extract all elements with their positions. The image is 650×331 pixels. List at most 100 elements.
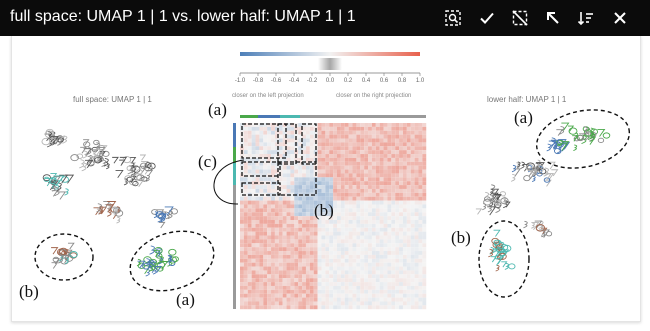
matrix-cell [259,165,264,170]
matrix-cell [240,204,244,209]
matrix-cell [251,220,256,224]
matrix-cell [391,200,396,205]
matrix-cell [333,227,337,232]
matrix-cell [422,150,427,155]
matrix-cell [402,270,407,275]
matrix-cell [337,258,341,263]
right-point-grey [523,175,531,182]
matrix-cell [395,231,400,236]
matrix-cell [399,123,403,127]
matrix-cell [271,177,275,182]
matrix-cell [274,165,279,170]
matrix-cell [251,289,256,294]
matrix-cell [278,297,283,302]
deselect-icon[interactable] [508,6,532,30]
check-icon[interactable] [475,6,499,30]
matrix-cell [356,293,361,298]
zoom-selection-icon[interactable] [441,6,465,30]
matrix-cell [271,142,275,147]
matrix-selection-c[interactable] [277,161,317,196]
matrix-cell [368,239,372,244]
matrix-cell [294,305,299,310]
matrix-cell [305,278,310,283]
matrix-cell [305,274,310,279]
matrix-cell [271,138,275,143]
matrix-cell [274,258,279,263]
left-point-blue [136,258,142,267]
arrow-up-left-icon[interactable] [541,6,565,30]
right-point-grey [538,168,547,175]
matrix-cell [305,134,310,139]
matrix-cell [364,235,369,240]
close-icon[interactable] [608,6,632,30]
matrix-cell [383,251,388,255]
matrix-cell [418,251,423,255]
matrix-cell [414,247,419,252]
matrix-cell [395,227,400,232]
matrix-cell [375,285,380,290]
matrix-cell [294,239,299,244]
matrix-cell [255,239,260,244]
matrix-cell [247,173,252,178]
matrix-cell [418,192,423,197]
matrix-selection-c-top[interactable] [241,161,281,177]
matrix-cell [305,305,310,310]
matrix-selection-a-far[interactable] [301,123,317,165]
matrix-cell [321,173,326,178]
matrix-cell [305,262,310,267]
matrix-cell [352,138,357,143]
matrix-cell [274,161,279,166]
matrix-cell [399,289,403,294]
matrix-cell [286,227,291,232]
sort-icon[interactable] [574,6,598,30]
matrix-cell [333,254,337,259]
matrix-cell [313,196,318,201]
matrix-cell [247,235,252,240]
matrix-cell [337,146,341,151]
matrix-cell [395,173,400,178]
right-point-grey [515,162,520,170]
left-point-blue [164,206,174,216]
right-projection-scatter[interactable] [440,110,640,310]
matrix-cell [325,192,330,197]
matrix-cell [274,235,279,240]
matrix-cell [271,285,275,290]
left-point-grey [79,159,85,169]
matrix-cell [325,134,330,139]
left-point-blue [154,265,162,273]
matrix-cell [274,134,279,139]
matrix-cell [418,243,423,248]
matrix-cell [333,154,337,158]
matrix-cell [267,227,272,232]
matrix-cell [329,301,334,306]
matrix-selection-a[interactable] [241,123,287,159]
matrix-cell [375,254,380,259]
matrix-cell [286,285,291,290]
matrix-cell [391,239,396,244]
matrix-selection-c-bottom[interactable] [241,182,281,196]
matrix-cell [317,130,322,135]
left-point-teal [56,248,67,256]
matrix-cell [340,239,345,244]
matrix-cell [399,258,403,263]
matrix-cell [294,200,299,205]
matrix-cell [422,185,427,189]
matrix-cell [305,208,310,213]
matrix-cell [263,134,268,139]
matrix-cell [259,227,264,232]
matrix-cell [247,231,252,236]
matrix-cell [309,216,314,220]
matrix-cell [414,188,419,193]
right-point-grey [548,161,556,170]
matrix-cell [255,251,260,255]
matrix-cell [305,123,310,127]
matrix-cell [321,154,326,158]
matrix-cell [278,243,283,248]
left-projection-scatter[interactable] [14,110,224,310]
matrix-cell [371,181,376,186]
right-point-green [568,127,578,135]
matrix-cell [251,123,256,127]
left-point-grey [107,208,112,217]
matrix-selection-a-right[interactable] [277,123,297,165]
distance-matrix[interactable] [230,115,427,311]
